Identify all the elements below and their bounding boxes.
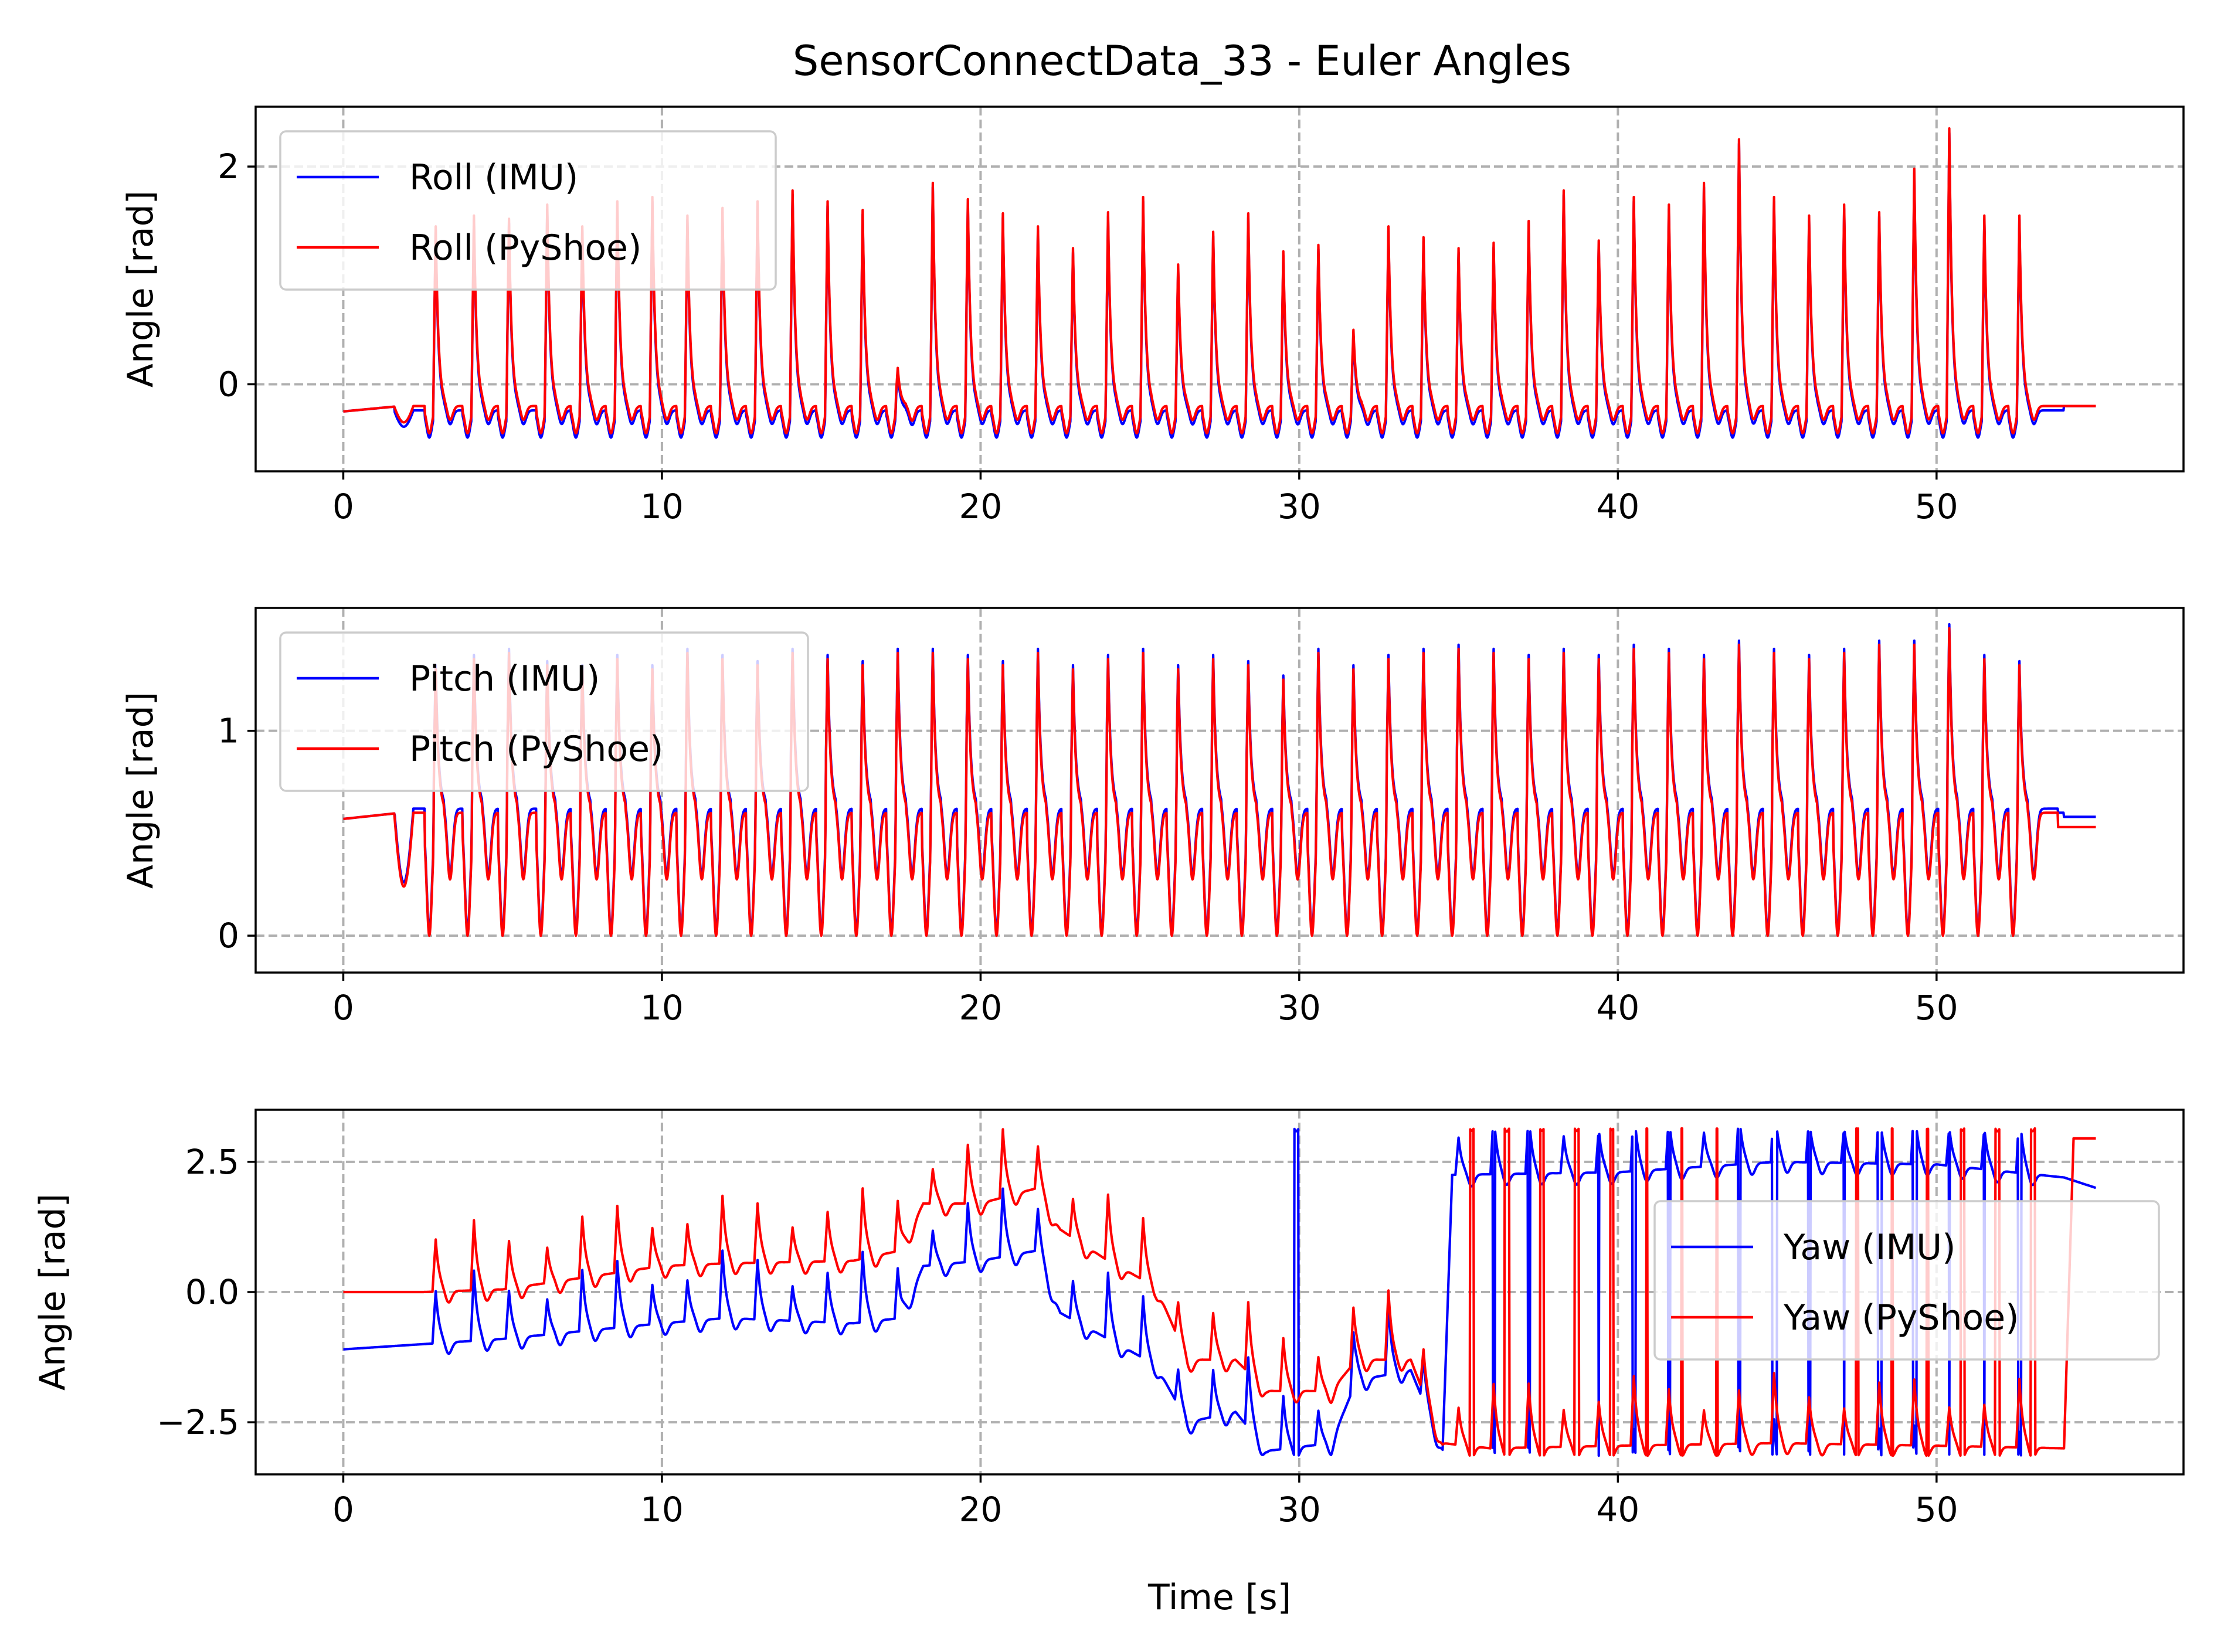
- roll-xtick-label-40: 40: [1596, 487, 1639, 526]
- yaw-xtick-label-0: 0: [332, 1490, 354, 1529]
- yaw-xtick-label-10: 10: [640, 1490, 684, 1529]
- pitch-xtick-label-40: 40: [1596, 988, 1639, 1028]
- yaw-legend-label-pyshoe: Yaw (PyShoe): [1783, 1297, 2019, 1338]
- yaw-ylabel: Angle [rad]: [32, 1194, 73, 1391]
- pitch-legend-label-pyshoe: Pitch (PyShoe): [409, 729, 663, 770]
- yaw-pyshoe-line: [342, 1127, 2097, 1457]
- roll-pyshoe-line: [342, 127, 2097, 435]
- yaw-xtick-label-20: 20: [959, 1490, 1002, 1529]
- roll-ytick-label-1: 2: [218, 147, 239, 186]
- roll-ylabel: Angle [rad]: [120, 191, 161, 387]
- panel-yaw: 0 10 20 30 40 50 −2.5 0.0 2.5 Angle [rad] Time [s]…: [32, 1109, 2185, 1618]
- pitch-pyshoe-line: [342, 627, 2097, 937]
- roll-ytick-label-0: 0: [218, 364, 239, 404]
- figure-title: SensorConnectData_33 - Euler Angles: [793, 37, 1571, 85]
- pitch-legend: Pitch (IMU) Pitch (PyShoe): [279, 631, 809, 792]
- roll-plot-frame: [254, 106, 2185, 473]
- pitch-xtick-label-50: 50: [1915, 988, 1958, 1028]
- yaw-ytick-label-2: 2.5: [185, 1142, 239, 1182]
- yaw-ytick-label-0: −2.5: [157, 1402, 239, 1442]
- roll-xtick-label-30: 30: [1278, 487, 1321, 526]
- yaw-xlabel: Time [s]: [1147, 1577, 1291, 1618]
- pitch-plot-frame: [254, 607, 2185, 974]
- roll-legend-label-pyshoe: Roll (PyShoe): [409, 227, 641, 268]
- yaw-ytick-label-1: 0.0: [185, 1272, 239, 1312]
- pitch-xtick-label-10: 10: [640, 988, 684, 1028]
- pitch-xtick-label-0: 0: [332, 988, 354, 1028]
- pitch-ytick-label-1: 1: [218, 711, 239, 751]
- yaw-imu-line: [342, 1127, 2097, 1457]
- roll-legend-label-imu: Roll (IMU): [409, 157, 578, 198]
- roll-xtick-label-10: 10: [640, 487, 684, 526]
- yaw-xtick-label-50: 50: [1915, 1490, 1958, 1529]
- pitch-ylabel: Angle [rad]: [120, 692, 161, 889]
- pitch-xtick-label-20: 20: [959, 988, 1002, 1028]
- roll-xtick-label-0: 0: [332, 487, 354, 526]
- roll-xtick-label-50: 50: [1915, 487, 1958, 526]
- yaw-legend: Yaw (IMU) Yaw (PyShoe): [1653, 1200, 2160, 1361]
- yaw-xtick-label-30: 30: [1278, 1490, 1321, 1529]
- roll-xtick-label-20: 20: [959, 487, 1002, 526]
- pitch-ytick-label-0: 0: [218, 916, 239, 956]
- yaw-legend-label-imu: Yaw (IMU): [1783, 1227, 1956, 1268]
- roll-legend: Roll (IMU) Roll (PyShoe): [279, 130, 777, 291]
- yaw-xtick-label-40: 40: [1596, 1490, 1639, 1529]
- pitch-legend-label-imu: Pitch (IMU): [409, 658, 600, 699]
- pitch-xtick-label-30: 30: [1278, 988, 1321, 1028]
